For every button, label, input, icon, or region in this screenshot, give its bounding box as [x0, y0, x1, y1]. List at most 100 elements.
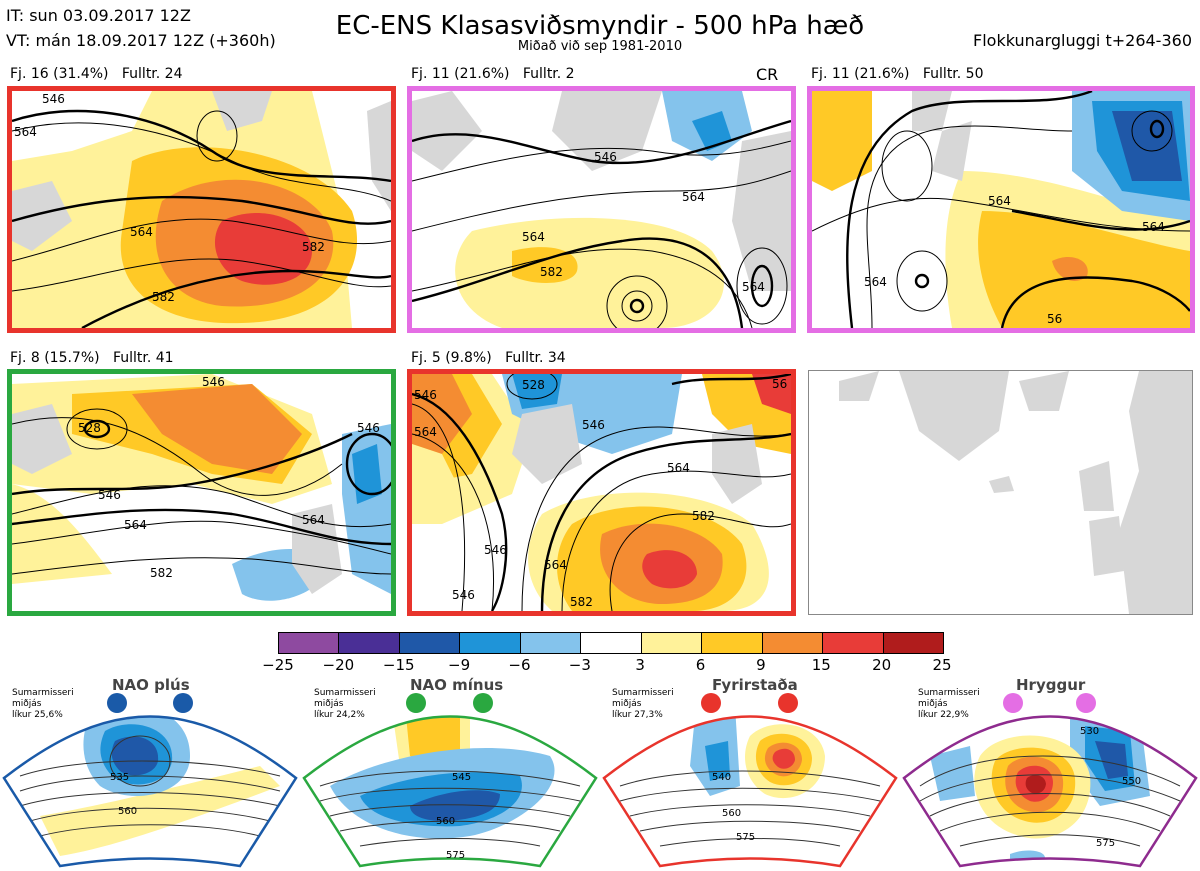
- regime-indicator-dot: [1076, 693, 1096, 713]
- regime-info: Sumarmisseri miðjás líkur 24,2%: [314, 688, 376, 720]
- cluster-4-label: Fj. 8 (15.7%) Fulltr. 41: [10, 350, 174, 366]
- contour-label: 564: [544, 558, 567, 572]
- contour-label: 582: [152, 290, 175, 304]
- contour-label: 546: [582, 418, 605, 432]
- contour-label: 56: [772, 377, 787, 391]
- cluster-3-map: 546 564 564 564 56: [807, 86, 1195, 333]
- cluster-5-label: Fj. 5 (9.8%) Fulltr. 34: [411, 350, 566, 366]
- regime-indicator-dot: [406, 693, 426, 713]
- page-title: EC-ENS Klasasviðsmyndir - 500 hPa hæð: [335, 11, 865, 41]
- cluster-2-tag: CR: [756, 65, 779, 84]
- initial-time: IT: sun 03.09.2017 12Z: [6, 6, 191, 25]
- contour-label: 546: [484, 543, 507, 557]
- contour-label: 528: [522, 378, 545, 392]
- colorbar-tick-label: −25: [262, 656, 294, 674]
- regime-title: Hryggur: [1016, 676, 1086, 694]
- colorbar-tick-label: −15: [382, 656, 415, 674]
- colorbar-tick-label: −6: [508, 656, 531, 674]
- contour-label: 564: [988, 194, 1011, 208]
- colorbar-tick-label: −20: [322, 656, 355, 674]
- colorbar-tick-label: −9: [448, 656, 471, 674]
- cluster-2-label: Fj. 11 (21.6%) Fulltr. 2: [411, 66, 575, 82]
- regime-indicator-dot: [778, 693, 798, 713]
- reference-map: [808, 370, 1193, 615]
- cluster-2-map: 546 564 564 582 564: [407, 86, 796, 333]
- colorbar-tick-label: 6: [695, 656, 706, 674]
- colorbar-swatch: [822, 633, 883, 653]
- contour-label: 564: [302, 513, 325, 527]
- valid-time: VT: mán 18.09.2017 12Z (+360h): [6, 31, 276, 50]
- regime-indicator-dot: [173, 693, 193, 713]
- colorbar-tick-label: 15: [811, 656, 831, 674]
- contour-label: 582: [570, 595, 593, 609]
- contour-label: 546: [1042, 91, 1065, 94]
- classification-window: Flokkunargluggi t+264-360: [973, 31, 1192, 50]
- contour-label: 564: [414, 425, 437, 439]
- colorbar-swatch: [640, 633, 702, 653]
- colorbar-swatch: [580, 633, 641, 653]
- contour-label: 564: [667, 461, 690, 475]
- contour-label: 546: [42, 92, 65, 106]
- regime-info: Sumarmisseri miðjás líkur 27,3%: [612, 688, 674, 720]
- contour-label: 582: [692, 509, 715, 523]
- contour-label: 560: [436, 816, 455, 827]
- regime-nao-minus: NAO mínus Sumarmisseri miðjás líkur 24,2% …: [300, 676, 600, 871]
- regime-indicator-dot: [473, 693, 493, 713]
- regime-info: Sumarmisseri miðjás líkur 25,6%: [12, 688, 74, 720]
- contour-label: 546: [202, 375, 225, 389]
- colorbar-swatch: [519, 633, 581, 653]
- colorbar-swatch: [338, 633, 399, 653]
- regime-indicator-dot: [701, 693, 721, 713]
- regime-info: Sumarmisseri miðjás líkur 22,9%: [918, 688, 980, 720]
- regime-indicator-dot: [1003, 693, 1023, 713]
- contour-label: 564: [14, 125, 37, 139]
- contour-label: 560: [722, 808, 741, 819]
- contour-label: 582: [540, 265, 563, 279]
- contour-label: 564: [682, 190, 705, 204]
- contour-label: 56: [1047, 312, 1062, 326]
- contour-label: 560: [118, 806, 137, 817]
- colorbar-swatch: [459, 633, 520, 653]
- contour-label: 546: [414, 388, 437, 402]
- contour-label: 546: [452, 588, 475, 602]
- contour-label: 530: [1080, 726, 1099, 737]
- colorbar-tick-label: 20: [872, 656, 892, 674]
- contour-label: 564: [522, 230, 545, 244]
- cluster-1-map: 546 564 564 582 582: [7, 86, 396, 333]
- contour-label: 546: [357, 421, 380, 435]
- colorbar-tick-label: 9: [756, 656, 766, 674]
- regime-title: NAO mínus: [410, 676, 504, 694]
- regime-ridge: Hryggur Sumarmisseri miðjás líkur 22,9%: [900, 676, 1200, 871]
- cluster-3-label: Fj. 11 (21.6%) Fulltr. 50: [811, 66, 984, 82]
- contour-label: 575: [1096, 838, 1115, 849]
- colorbar-tick-label: 3: [635, 656, 645, 674]
- cluster-1-label: Fj. 16 (31.4%) Fulltr. 24: [10, 66, 183, 82]
- colorbar-labels: −25 −20 −15 −9 −6 −3 3 6 9 15 20 25: [258, 656, 962, 674]
- regime-title: NAO plús: [112, 676, 190, 694]
- cluster-4-map: 546 528 546 564 582 564 546: [7, 369, 396, 616]
- colorbar-tick-label: −3: [568, 656, 591, 674]
- contour-label: 564: [124, 518, 147, 532]
- regime-nao-plus: NAO plús Sumarmisseri miðjás líkur 25,6% 5…: [0, 676, 300, 871]
- colorbar-swatch: [279, 633, 339, 653]
- contour-label: 575: [736, 832, 755, 843]
- contour-label: 564: [864, 275, 887, 289]
- contour-label: 546: [594, 150, 617, 164]
- contour-label: 564: [130, 225, 153, 239]
- colorbar-swatch: [701, 633, 762, 653]
- regime-title: Fyrirstaða: [712, 676, 798, 694]
- regime-blocking: Fyrirstaða Sumarmisseri miðjás líkur 27,3%…: [600, 676, 900, 871]
- contour-label: 535: [110, 772, 129, 783]
- cluster-5-map: 546 564 528 546 564 582 546 564 582 546 …: [407, 369, 796, 616]
- colorbar-swatch: [761, 633, 823, 653]
- contour-label: 528: [78, 421, 101, 435]
- colorbar-swatch: [882, 633, 943, 653]
- contour-label: 582: [302, 240, 325, 254]
- colorbar-tick-label: 25: [932, 656, 952, 674]
- contour-label: 582: [150, 566, 173, 580]
- contour-label: 564: [742, 280, 765, 294]
- colorbar-swatch: [398, 633, 460, 653]
- page-subtitle: Miðað við sep 1981-2010: [517, 39, 683, 54]
- contour-label: 564: [1142, 220, 1165, 234]
- contour-label: 550: [1122, 776, 1141, 787]
